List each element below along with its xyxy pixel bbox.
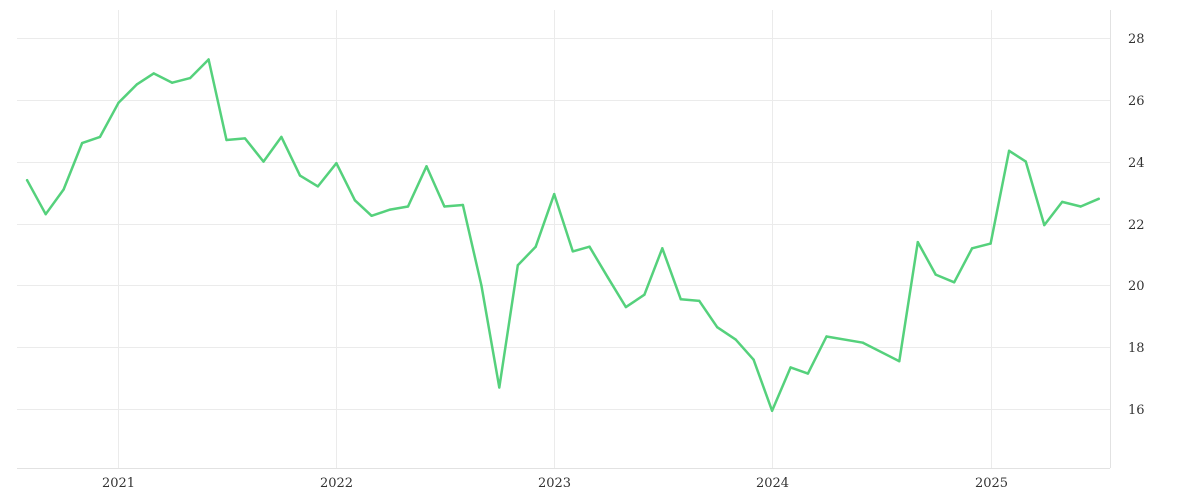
data-point: [298, 174, 302, 177]
data-point: [516, 264, 519, 267]
x-tick-label: 2023: [538, 476, 571, 491]
data-point: [353, 199, 357, 202]
data-point: [443, 205, 446, 208]
data-point: [388, 208, 392, 211]
axes: [17, 10, 1111, 469]
data-point: [861, 341, 865, 344]
series-layer: [25, 58, 1100, 413]
data-point: [25, 179, 29, 182]
data-point: [953, 281, 956, 284]
data-point: [243, 137, 247, 140]
x-tick-label: 2021: [102, 476, 135, 491]
data-point: [588, 245, 591, 248]
data-point: [698, 299, 701, 303]
data-point: [534, 245, 537, 248]
data-point: [643, 293, 646, 296]
y-tick-label: 28: [1128, 32, 1145, 47]
data-point: [370, 214, 373, 217]
data-point: [716, 326, 719, 329]
y-tick-label: 24: [1128, 156, 1145, 171]
data-point: [480, 284, 483, 287]
data-point: [770, 409, 774, 412]
y-tick-label: 20: [1128, 279, 1145, 294]
data-point: [1024, 160, 1028, 163]
y-tick-label: 16: [1128, 403, 1145, 418]
data-point: [934, 273, 937, 276]
y-tick-label: 18: [1128, 341, 1145, 356]
data-point: [825, 335, 828, 338]
data-point: [117, 101, 120, 105]
data-point: [225, 138, 228, 142]
data-point: [425, 165, 428, 168]
data-point: [98, 135, 102, 139]
data-point: [406, 205, 410, 208]
series-line: [25, 58, 1100, 413]
data-point: [135, 83, 139, 86]
data-point: [188, 76, 192, 80]
data-point: [280, 135, 283, 139]
data-point: [207, 58, 210, 61]
x-tick-label: 2022: [320, 476, 353, 491]
x-tick-label: 2024: [756, 476, 789, 491]
y-tick-label: 26: [1128, 94, 1145, 109]
data-point: [461, 203, 465, 207]
data-point: [752, 358, 755, 361]
data-point: [1043, 223, 1046, 227]
data-point: [80, 141, 84, 145]
data-point: [44, 213, 47, 216]
x-tick-label: 2025: [975, 476, 1008, 491]
data-point: [1079, 205, 1082, 208]
data-point: [1007, 149, 1011, 152]
data-point: [734, 338, 737, 341]
data-point: [498, 386, 501, 389]
data-point: [806, 372, 810, 375]
data-point: [335, 162, 338, 165]
data-point: [316, 185, 320, 188]
data-point: [789, 366, 792, 369]
data-point: [262, 160, 265, 163]
data-point: [970, 247, 974, 250]
data-point: [571, 250, 574, 253]
data-point: [606, 276, 610, 279]
y-tick-label: 22: [1128, 218, 1145, 233]
data-point: [1097, 197, 1100, 200]
data-point: [1061, 200, 1064, 204]
data-point: [916, 240, 919, 244]
data-point: [152, 72, 155, 75]
data-point: [898, 360, 901, 363]
data-point: [171, 81, 174, 84]
data-point: [62, 188, 65, 191]
data-point: [661, 247, 664, 250]
data-point: [679, 298, 682, 301]
data-point: [989, 242, 992, 245]
data-point: [553, 192, 556, 196]
data-point: [624, 305, 628, 309]
gridlines: [17, 10, 1110, 468]
